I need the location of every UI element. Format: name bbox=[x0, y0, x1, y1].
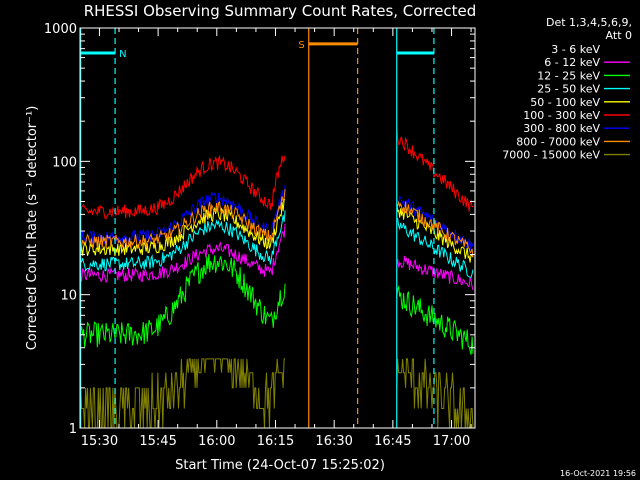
legend-entry-1: 6 - 12 keV bbox=[544, 56, 600, 69]
y-axis-label: Corrected Count Rate (s⁻¹ detector⁻¹) bbox=[25, 106, 40, 351]
series-4-segment-0 bbox=[80, 198, 286, 256]
x-tick-label-0: 15:30 bbox=[81, 434, 118, 449]
x-tick-label-4: 16:30 bbox=[315, 434, 352, 449]
series-4 bbox=[80, 198, 474, 263]
series-2-segment-1 bbox=[396, 285, 474, 355]
legend-entry-8: 7000 - 15000 keV bbox=[502, 149, 600, 162]
region-bar-label-2: S bbox=[298, 40, 304, 51]
chart-title: RHESSI Observing Summary Count Rates, Co… bbox=[84, 2, 477, 20]
legend-entry-2: 12 - 25 keV bbox=[537, 69, 600, 82]
plot-area: NS bbox=[80, 28, 474, 429]
legend-header-1: Att 0 bbox=[606, 29, 632, 42]
y-tick-label-1: 10 bbox=[60, 289, 77, 304]
series-8-segment-0 bbox=[80, 358, 286, 429]
series-2 bbox=[80, 253, 474, 355]
axes: 15:30 15:45 16:00 16:15 16:30 16:45 17:00 1 10 10… bbox=[44, 22, 476, 449]
plot-frame bbox=[79, 27, 476, 429]
legend-header-0: Det 1,3,4,5,6,9, bbox=[546, 16, 632, 29]
series-5-segment-0 bbox=[80, 154, 286, 220]
x-tick-label-3: 16:15 bbox=[257, 434, 294, 449]
series-0 bbox=[80, 264, 474, 367]
series-0-segment-1 bbox=[396, 265, 474, 363]
series-5-segment-1 bbox=[396, 129, 474, 212]
x-tick-label-6: 17:00 bbox=[433, 434, 470, 449]
region-bar-label-0: N bbox=[119, 49, 126, 60]
y-tick-label-2: 100 bbox=[52, 155, 77, 170]
series-0-segment-0 bbox=[80, 264, 286, 367]
series-1-segment-1 bbox=[396, 255, 474, 291]
legend-entry-5: 100 - 300 keV bbox=[523, 109, 600, 122]
legend-entry-6: 300 - 800 keV bbox=[523, 122, 600, 135]
y-tick-label-0: 1 bbox=[69, 422, 77, 437]
series-8 bbox=[80, 358, 474, 429]
legend-entry-3: 25 - 50 keV bbox=[537, 83, 600, 96]
series-3-segment-1 bbox=[396, 217, 474, 278]
x-tick-label-1: 15:45 bbox=[139, 434, 176, 449]
series-6-segment-0 bbox=[80, 184, 286, 245]
legend-entry-7: 800 - 7000 keV bbox=[516, 135, 600, 148]
x-tick-label-5: 16:45 bbox=[374, 434, 411, 449]
footer-timestamp: 16-Oct-2021 19:56 bbox=[560, 469, 636, 478]
y-tick-label-3: 1000 bbox=[44, 22, 77, 37]
series-4-segment-1 bbox=[396, 203, 474, 263]
x-tick-label-2: 16:00 bbox=[198, 434, 235, 449]
series-2-segment-0 bbox=[80, 253, 286, 348]
series-7-segment-1 bbox=[396, 200, 474, 258]
legend-entry-4: 50 - 100 keV bbox=[530, 96, 600, 109]
series-8-segment-1 bbox=[396, 358, 474, 429]
legend-entry-0: 3 - 6 keV bbox=[551, 43, 600, 56]
x-axis-label: Start Time (24-Oct-07 15:25:02) bbox=[175, 458, 385, 473]
